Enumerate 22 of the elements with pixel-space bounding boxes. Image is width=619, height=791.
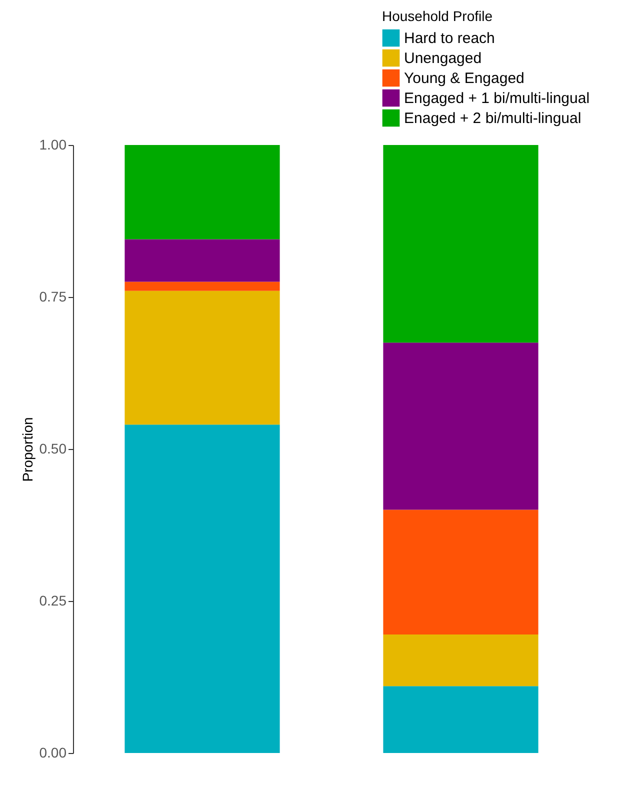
bar (383, 686, 538, 753)
legend-label: Hard to reach (404, 30, 495, 47)
bar (383, 145, 538, 343)
bar (124, 239, 280, 282)
legend-title: Household Profile (382, 8, 493, 24)
y-axis-title: Proportion (19, 417, 36, 482)
bar (383, 342, 538, 510)
bar (124, 424, 280, 753)
bar (124, 290, 280, 425)
y-tick-label: 0.00 (39, 744, 67, 760)
y-tick-label: 0.25 (39, 592, 67, 608)
bar (383, 510, 538, 634)
legend-label: Engaged + 1 bi/multi-lingual (404, 90, 590, 107)
bar (124, 282, 280, 291)
legend-label: Unengaged (404, 50, 482, 67)
y-tick-label: 0.50 (39, 440, 67, 456)
legend-label: Young & Engaged (404, 70, 524, 87)
legend-label: Enaged + 2 bi/multi-lingual (404, 110, 582, 127)
bar (124, 145, 280, 240)
y-tick-label: 0.75 (39, 288, 67, 304)
bar (383, 634, 538, 686)
y-tick-label: 1.00 (39, 136, 67, 152)
